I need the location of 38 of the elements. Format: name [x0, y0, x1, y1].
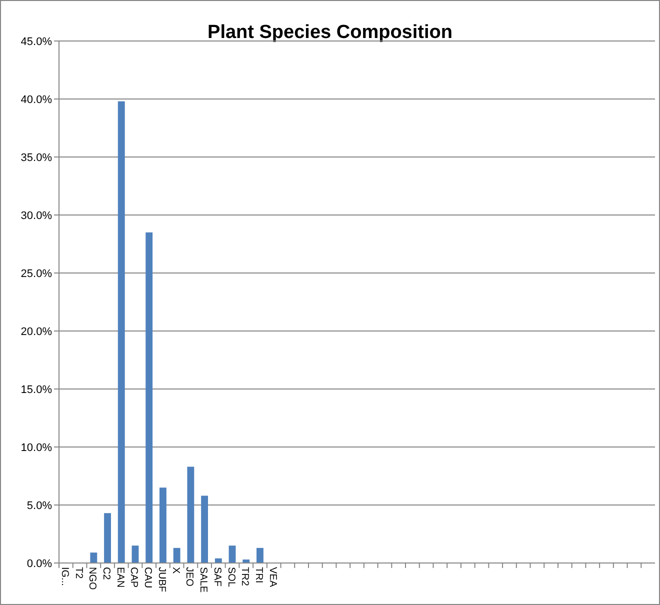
x-tick-label: NGO: [86, 567, 98, 590]
x-tick-label: TR2: [239, 567, 250, 586]
x-tick-label: TRI: [252, 567, 264, 584]
bar: [159, 488, 166, 563]
x-tick-label: JUBF: [156, 567, 167, 592]
y-tick-label: 45.0%: [20, 36, 52, 48]
y-tick-label: 0.0%: [26, 558, 52, 570]
bar: [132, 546, 139, 563]
bar: [146, 232, 153, 563]
y-tick-label: 30.0%: [20, 210, 52, 222]
bar: [187, 466, 194, 563]
x-tick-label: JEO: [184, 567, 195, 587]
x-tick-label: T2: [72, 567, 84, 580]
y-tick-label: 15.0%: [20, 384, 52, 396]
bar: [173, 548, 180, 563]
y-tick-label: 35.0%: [20, 152, 52, 164]
x-tick-label: X: [170, 567, 181, 574]
bar: [256, 548, 264, 563]
chart-title: Plant Species Composition: [208, 22, 452, 43]
x-tick-label: CAU: [142, 567, 154, 588]
x-tick-label: SAF: [211, 567, 222, 586]
y-tick-label: 10.0%: [20, 442, 52, 454]
bar: [228, 546, 236, 563]
bar: [90, 552, 98, 563]
y-tick-label: 20.0%: [20, 326, 52, 338]
x-tick-label: C2: [100, 567, 112, 580]
y-tick-label: 5.0%: [26, 500, 52, 512]
x-tick-label: SALE: [198, 567, 209, 593]
x-tick-label: VEA: [266, 567, 278, 588]
x-tick-label: EAN: [114, 567, 126, 588]
bar: [201, 496, 208, 563]
bar: [104, 513, 111, 563]
x-tick-label: SOL: [225, 567, 236, 588]
x-tick-label: IG...: [58, 567, 70, 586]
bar: [118, 101, 125, 563]
y-tick-label: 40.0%: [20, 94, 52, 106]
y-tick-label: 25.0%: [20, 268, 52, 280]
x-tick-label: CAP: [128, 567, 140, 588]
